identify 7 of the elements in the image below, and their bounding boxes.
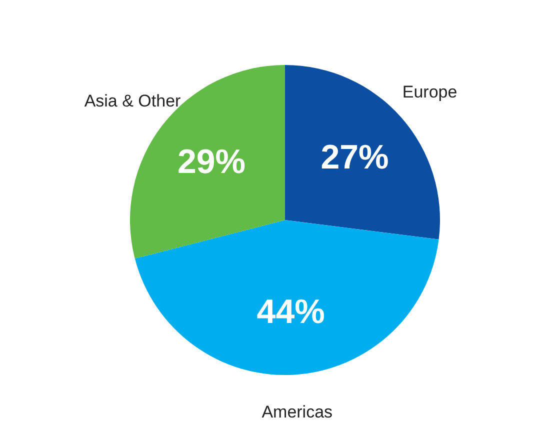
data-label: 27% <box>320 138 389 176</box>
slice-label: Asia & Other <box>84 92 182 111</box>
slice-label: Europe <box>402 82 458 102</box>
data-label: 29% <box>177 143 246 181</box>
slice-label: Americas <box>262 402 333 422</box>
data-label: 44% <box>256 292 325 331</box>
pie-slice <box>134 220 439 375</box>
